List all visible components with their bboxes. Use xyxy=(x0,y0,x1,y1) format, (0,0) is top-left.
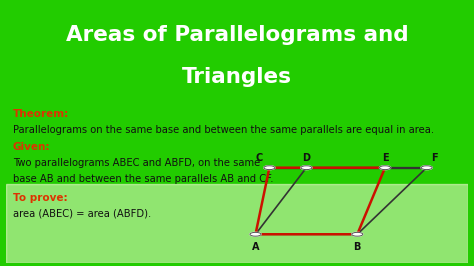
Text: F: F xyxy=(431,153,438,163)
Circle shape xyxy=(380,166,391,170)
Circle shape xyxy=(301,166,312,170)
Text: area (ABEC) = area (ABFD).: area (ABEC) = area (ABFD). xyxy=(13,209,151,219)
Text: Parallelograms on the same base and between the same parallels are equal in area: Parallelograms on the same base and betw… xyxy=(13,125,434,135)
Text: E: E xyxy=(382,153,388,163)
Text: Areas of Parallelograms and: Areas of Parallelograms and xyxy=(66,24,408,44)
Bar xyxy=(6,184,468,263)
Text: To prove:: To prove: xyxy=(13,193,67,203)
Text: A: A xyxy=(252,242,259,252)
Text: Two parallelograms ABEC and ABFD, on the same: Two parallelograms ABEC and ABFD, on the… xyxy=(13,158,260,168)
Circle shape xyxy=(352,232,363,236)
Text: Triangles: Triangles xyxy=(182,66,292,87)
Text: Theorem:: Theorem: xyxy=(13,109,69,119)
Text: B: B xyxy=(354,242,361,252)
Text: base AB and between the same parallels AB and CF.: base AB and between the same parallels A… xyxy=(13,174,273,184)
Circle shape xyxy=(264,166,275,170)
Circle shape xyxy=(421,166,432,170)
Text: D: D xyxy=(302,153,310,163)
Text: Given:: Given: xyxy=(13,142,50,152)
Circle shape xyxy=(250,232,261,236)
Text: C: C xyxy=(255,153,263,163)
